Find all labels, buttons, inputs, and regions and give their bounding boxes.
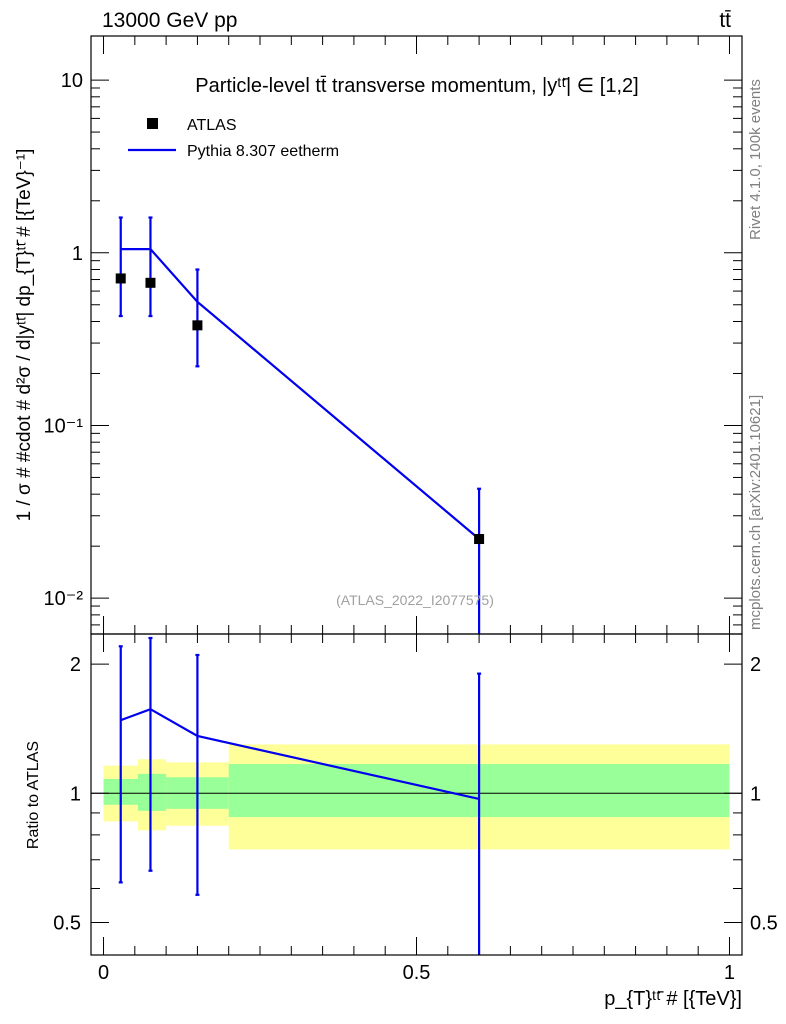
atlas-point bbox=[145, 277, 156, 288]
ratio-stat-band bbox=[137, 773, 167, 811]
legend-atlas-label: ATLAS bbox=[187, 117, 237, 134]
ratio-marks bbox=[118, 636, 482, 955]
main-marks bbox=[115, 216, 485, 634]
ratio-panel: 2 2 1 1 0.5 0.5 0 0.5 1 bbox=[53, 633, 778, 984]
ratio-xlabel: p_{T}ᵗᵗ̄ # [{TeV}] bbox=[604, 988, 742, 1010]
main-ytick-label: 10⁻¹ bbox=[44, 415, 84, 437]
main-panel: 10 1 10⁻¹ 10⁻² (ATLAS_2022_I2077575) Partic… bbox=[44, 35, 743, 635]
ratio-ytick-label-right: 1 bbox=[750, 783, 761, 805]
watermark: (ATLAS_2022_I2077575) bbox=[336, 592, 494, 608]
atlas-point bbox=[192, 320, 203, 331]
legend: ATLAS Pythia 8.307 eetherm bbox=[128, 117, 339, 160]
main-title: Particle-level tt̄ transverse momentum, … bbox=[195, 75, 638, 97]
process-label: tt̄ bbox=[719, 9, 731, 32]
ratio-ytick-label: 2 bbox=[70, 654, 81, 676]
source-label: mcplots.cern.ch [arXiv:2401.10621] bbox=[747, 395, 764, 630]
ratio-ticks: 2 2 1 1 0.5 0.5 0 0.5 1 bbox=[53, 634, 778, 984]
ratio-xtick-label: 0 bbox=[98, 962, 109, 984]
ratio-ytick-label: 0.5 bbox=[53, 912, 81, 934]
main-ytick-label: 10 bbox=[61, 70, 83, 92]
ratio-ytick-label: 1 bbox=[70, 783, 81, 805]
ratio-pythia-line bbox=[120, 707, 480, 801]
atlas-point bbox=[115, 273, 126, 284]
rivet-label: Rivet 4.1.0, 100k events bbox=[747, 79, 764, 240]
main-ytick-label: 10⁻² bbox=[44, 588, 84, 610]
pythia-line bbox=[120, 248, 480, 540]
atlas-point bbox=[474, 534, 485, 545]
main-ylabel: 1 / σ # #cdot # d²σ / d|yᵗᵗ̄| dp_{T}ᵗᵗ̄ … bbox=[14, 149, 35, 522]
main-ticks: 10 1 10⁻¹ 10⁻² bbox=[44, 36, 742, 634]
ratio-xtick-label: 1 bbox=[724, 962, 735, 984]
ratio-frame bbox=[90, 633, 743, 956]
ratio-ylabel: Ratio to ATLAS bbox=[25, 741, 42, 849]
ratio-ytick-label-right: 2 bbox=[750, 654, 761, 676]
main-ytick-label: 1 bbox=[72, 243, 83, 265]
energy-label: 13000 GeV pp bbox=[102, 9, 237, 32]
ratio-xtick-label: 0.5 bbox=[403, 962, 431, 984]
legend-pythia-label: Pythia 8.307 eetherm bbox=[187, 143, 339, 160]
ratio-ytick-label-right: 0.5 bbox=[750, 912, 778, 934]
legend-atlas-marker bbox=[147, 118, 158, 129]
